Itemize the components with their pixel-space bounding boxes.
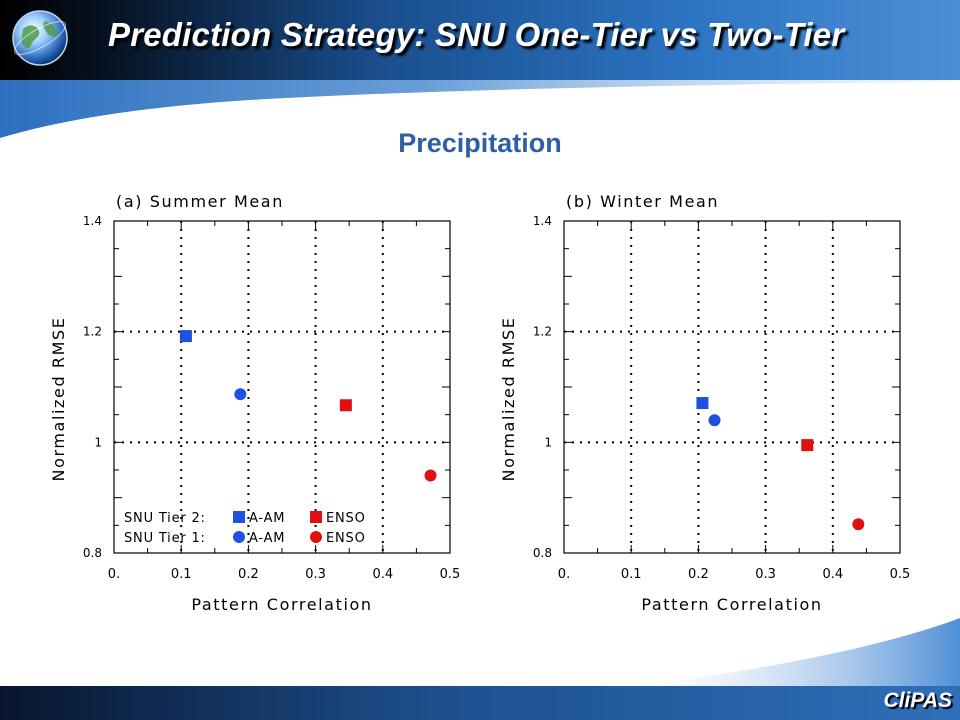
chart-0-y-tick-label: 1 bbox=[94, 435, 102, 449]
footer-bar bbox=[0, 686, 960, 720]
chart-0-x-tick-label: 0.2 bbox=[238, 567, 259, 582]
chart-0-x-tick-label: 0.1 bbox=[171, 567, 192, 582]
header-swoosh bbox=[0, 80, 960, 138]
chart-1-point-square-0 bbox=[696, 397, 709, 410]
chart-1-y-tick-label: 1.2 bbox=[533, 325, 552, 339]
chart-1-y-axis-label: Normalized RMSE bbox=[499, 316, 518, 481]
chart-0-legend-marker bbox=[233, 511, 245, 523]
chart-1-x-tick-label: 0. bbox=[558, 567, 570, 582]
chart-1-x-axis-label: Pattern Correlation bbox=[641, 595, 822, 614]
chart-1-x-tick-label: 0.3 bbox=[755, 567, 776, 582]
chart-subtitle: Precipitation bbox=[398, 128, 562, 158]
chart-0-legend-text: A-AM bbox=[249, 511, 285, 526]
chart-0-x-axis-label: Pattern Correlation bbox=[191, 595, 372, 614]
chart-1-x-tick-label: 0.1 bbox=[621, 567, 642, 582]
chart-1-x-tick-label: 0.4 bbox=[822, 567, 843, 582]
chart-1-y-tick-label: 1.4 bbox=[533, 214, 552, 228]
chart-0-legend-marker bbox=[233, 531, 245, 543]
chart-0-x-tick-label: 0.5 bbox=[440, 567, 461, 582]
chart-0-point-circle-1 bbox=[234, 388, 247, 401]
chart-0-point-square-2 bbox=[339, 399, 352, 412]
chart-1-x-tick-label: 0.2 bbox=[688, 567, 709, 582]
chart-1-y-tick-label: 1 bbox=[544, 435, 552, 449]
chart-0-legend-label: SNU Tier 2: bbox=[124, 511, 206, 526]
chart-0-y-tick-label: 0.8 bbox=[83, 546, 102, 560]
chart-0-y-axis-label: Normalized RMSE bbox=[49, 316, 68, 481]
chart-1-y-tick-label: 0.8 bbox=[533, 546, 552, 560]
chart-0-x-tick-label: 0.3 bbox=[305, 567, 326, 582]
chart-0-plot-frame bbox=[113, 220, 451, 554]
chart-0-x-tick-label: 0.4 bbox=[372, 567, 393, 582]
chart-1-point-circle-1 bbox=[708, 414, 721, 427]
chart-0-y-tick-label: 1.4 bbox=[83, 214, 102, 228]
brand-label: CliPAS bbox=[883, 689, 952, 712]
chart-1-point-square-2 bbox=[801, 439, 814, 452]
chart-0-legend-text: ENSO bbox=[326, 531, 366, 546]
summer-mean-chart: 0. 0.1 0.2 0.3 0.4 0.5 0.8 1 1.2 1.4 (a) Summer Me… bbox=[49, 192, 461, 614]
chart-1-title: (b) Winter Mean bbox=[566, 192, 719, 211]
chart-1-plot-frame bbox=[563, 220, 901, 554]
header-bar bbox=[0, 0, 960, 80]
chart-0-legend-text: A-AM bbox=[249, 531, 285, 546]
winter-mean-chart: 0. 0.1 0.2 0.3 0.4 0.5 0.8 1 1.2 1.4 (b) Winter Me… bbox=[499, 192, 911, 614]
chart-0-point-square-0 bbox=[179, 330, 192, 343]
chart-1-point-circle-3 bbox=[852, 518, 865, 531]
chart-0-legend-marker bbox=[310, 531, 322, 543]
chart-0-legend-label: SNU Tier 1: bbox=[124, 531, 206, 546]
chart-0-legend-marker bbox=[310, 511, 322, 523]
chart-1-x-tick-label: 0.5 bbox=[890, 567, 911, 582]
globe-logo-icon bbox=[12, 10, 68, 66]
chart-0-y-tick-label: 1.2 bbox=[83, 325, 102, 339]
page-title: Prediction Strategy: SNU One-Tier vs Two… bbox=[108, 16, 845, 53]
chart-0-x-tick-label: 0. bbox=[108, 567, 120, 582]
chart-0-legend-text: ENSO bbox=[326, 511, 366, 526]
chart-0-point-circle-3 bbox=[424, 469, 437, 482]
chart-0-title: (a) Summer Mean bbox=[116, 192, 284, 211]
